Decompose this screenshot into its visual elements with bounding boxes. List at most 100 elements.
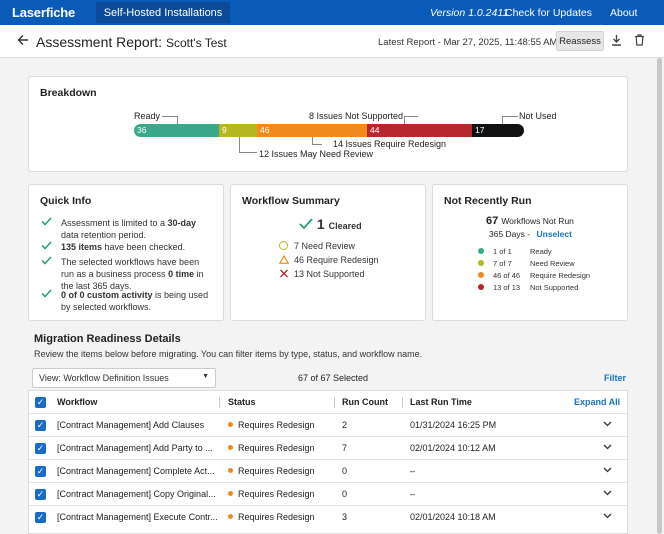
chevron-down-icon[interactable] — [603, 465, 612, 475]
breakdown-title: Breakdown — [40, 87, 97, 99]
migration-subtitle: Review the items below before migrating.… — [34, 349, 423, 359]
not-supported-text: 13 Not Supported — [294, 269, 365, 279]
cell-status-text: Requires Redesign — [238, 443, 315, 453]
scrollbar-thumb[interactable] — [657, 58, 662, 534]
quick-info-bold: 0 of 0 custom activity — [61, 290, 153, 300]
segment-not-used: 17 — [472, 124, 524, 137]
col-workflow[interactable]: Workflow — [57, 397, 98, 407]
workflow-summary-card: Workflow Summary 1 Cleared 7 Need Review… — [230, 184, 426, 321]
require-redesign-row: 46 Require Redesign — [278, 254, 379, 265]
filter-button[interactable]: Filter — [604, 373, 627, 383]
caret-down-icon: ▼ — [202, 373, 209, 380]
row-checkbox[interactable]: ✓ — [35, 512, 46, 523]
label-require-redesign: 14 Issues Require Redesign — [333, 139, 447, 149]
label-ready: Ready — [134, 111, 161, 121]
cell-status-text: Requires Redesign — [238, 489, 315, 499]
not-run-fraction: 46 of 46 — [493, 271, 521, 280]
report-selector-label: Latest Report - Mar 27, 2025, 11:48:55 A… — [378, 37, 558, 48]
label-need-review: 12 Issues May Need Review — [259, 149, 374, 159]
breakdown-bar: 36 9 46 44 17 — [134, 124, 524, 137]
about-link[interactable]: About — [610, 7, 638, 19]
cleared-label: Cleared — [328, 221, 362, 231]
quick-info-bold: 30-day — [167, 218, 197, 228]
quick-info-text: Assessment is limited to a 30-day data r… — [61, 217, 211, 241]
report-selector[interactable]: Latest Report - Mar 27, 2025, 11:48:55 A… — [378, 37, 567, 48]
cleared-count: 1 — [316, 216, 325, 232]
not-supported-row: 13 Not Supported — [279, 269, 365, 279]
circle-icon — [279, 241, 288, 250]
col-status[interactable]: Status — [228, 397, 256, 407]
not-run-label: Require Redesign — [530, 271, 591, 280]
need-review-text: 7 Need Review — [294, 241, 356, 251]
status-dot-icon — [228, 491, 233, 496]
not-recently-run-card: Not Recently Run 67 Workflows Not Run 36… — [432, 184, 628, 321]
status-dot-icon — [228, 422, 233, 427]
not-run-count-row: 67 Workflows Not Run — [486, 215, 574, 227]
page-title-text: Assessment Report: — [36, 34, 163, 50]
app-logo: Laserfiche — [12, 5, 76, 20]
unselect-link[interactable]: Unselect — [536, 229, 572, 239]
need-review-row: 7 Need Review — [279, 241, 355, 251]
scrollbar[interactable] — [656, 58, 662, 534]
row-checkbox[interactable]: ✓ — [35, 443, 46, 454]
chevron-down-icon[interactable] — [603, 488, 612, 498]
not-run-fraction: 1 of 1 — [493, 247, 512, 256]
cell-run-count: 0 — [342, 466, 348, 476]
table-row[interactable]: ✓ [Contract Management] Add Party to ... R… — [29, 436, 627, 459]
top-nav: Laserfiche Self-Hosted Installations Ver… — [0, 0, 664, 25]
quick-info-post: in the last 365 days. — [61, 269, 204, 291]
warning-triangle-icon — [278, 254, 290, 264]
check-updates-link[interactable]: Check for Updates — [505, 7, 592, 19]
days-label: 365 Days - — [489, 229, 531, 239]
quick-info-post: is being used by selected workflows. — [61, 290, 209, 312]
page-title: Assessment Report: Scott's Test — [36, 34, 227, 50]
cell-workflow: [Contract Management] Add Clauses — [57, 420, 205, 430]
not-run-label: Need Review — [530, 259, 575, 268]
cell-workflow: [Contract Management] Execute Contr... — [57, 512, 218, 522]
row-checkbox[interactable]: ✓ — [35, 466, 46, 477]
leader-need-review — [239, 137, 257, 153]
not-run-label: Ready — [530, 247, 552, 256]
quick-info-title: Quick Info — [40, 195, 92, 207]
status-dot-icon — [228, 468, 233, 473]
download-icon[interactable] — [611, 34, 622, 49]
row-checkbox[interactable]: ✓ — [35, 420, 46, 431]
tab-self-hosted-installations[interactable]: Self-Hosted Installations — [96, 2, 230, 23]
quick-info-post: have been checked. — [102, 242, 186, 252]
cleared-row: 1 Cleared — [299, 216, 362, 232]
col-divider — [334, 397, 335, 408]
table-row[interactable]: ✓ [Contract Management] Execute Contr... R… — [29, 505, 627, 528]
cell-workflow: [Contract Management] Add Party to ... — [57, 443, 213, 453]
quick-info-bold: 0 time — [168, 269, 195, 279]
require-redesign-text: 46 Require Redesign — [294, 255, 379, 265]
col-divider — [219, 397, 220, 408]
table-row[interactable]: ✓ [Contract Management] Copy Original... R… — [29, 482, 627, 505]
leader-ready — [162, 116, 178, 124]
cell-status-text: Requires Redesign — [238, 512, 315, 522]
delete-icon[interactable] — [634, 34, 645, 49]
cell-workflow: [Contract Management] Complete Act... — [57, 466, 215, 476]
back-arrow-icon[interactable] — [17, 33, 29, 49]
cell-status-text: Requires Redesign — [238, 420, 315, 430]
status-dot-icon — [478, 260, 484, 266]
select-all-checkbox[interactable]: ✓ — [35, 397, 46, 408]
check-icon — [41, 289, 52, 301]
cell-run-count: 3 — [342, 512, 348, 522]
reassess-button[interactable]: Reassess — [556, 31, 604, 51]
status-dot-icon — [478, 272, 484, 278]
check-icon — [41, 241, 52, 253]
table-row[interactable]: ✓ [Contract Management] Add Clauses Requir… — [29, 413, 627, 436]
selected-count: 67 of 67 Selected — [298, 373, 369, 383]
chevron-down-icon[interactable] — [603, 419, 612, 429]
col-last-run[interactable]: Last Run Time — [410, 397, 472, 407]
row-checkbox[interactable]: ✓ — [35, 489, 46, 500]
not-recently-run-title: Not Recently Run — [444, 195, 532, 207]
col-run-count[interactable]: Run Count — [342, 397, 388, 407]
table-row[interactable]: ✓ [Contract Management] Complete Act... Re… — [29, 459, 627, 482]
quick-info-text: The selected workflows have been run as … — [61, 256, 211, 292]
chevron-down-icon[interactable] — [603, 442, 612, 452]
expand-all-button[interactable]: Expand All — [574, 397, 621, 407]
migration-title: Migration Readiness Details — [34, 333, 181, 345]
view-select[interactable]: View: Workflow Definition Issues ▼ — [32, 368, 216, 388]
chevron-down-icon[interactable] — [603, 511, 612, 521]
